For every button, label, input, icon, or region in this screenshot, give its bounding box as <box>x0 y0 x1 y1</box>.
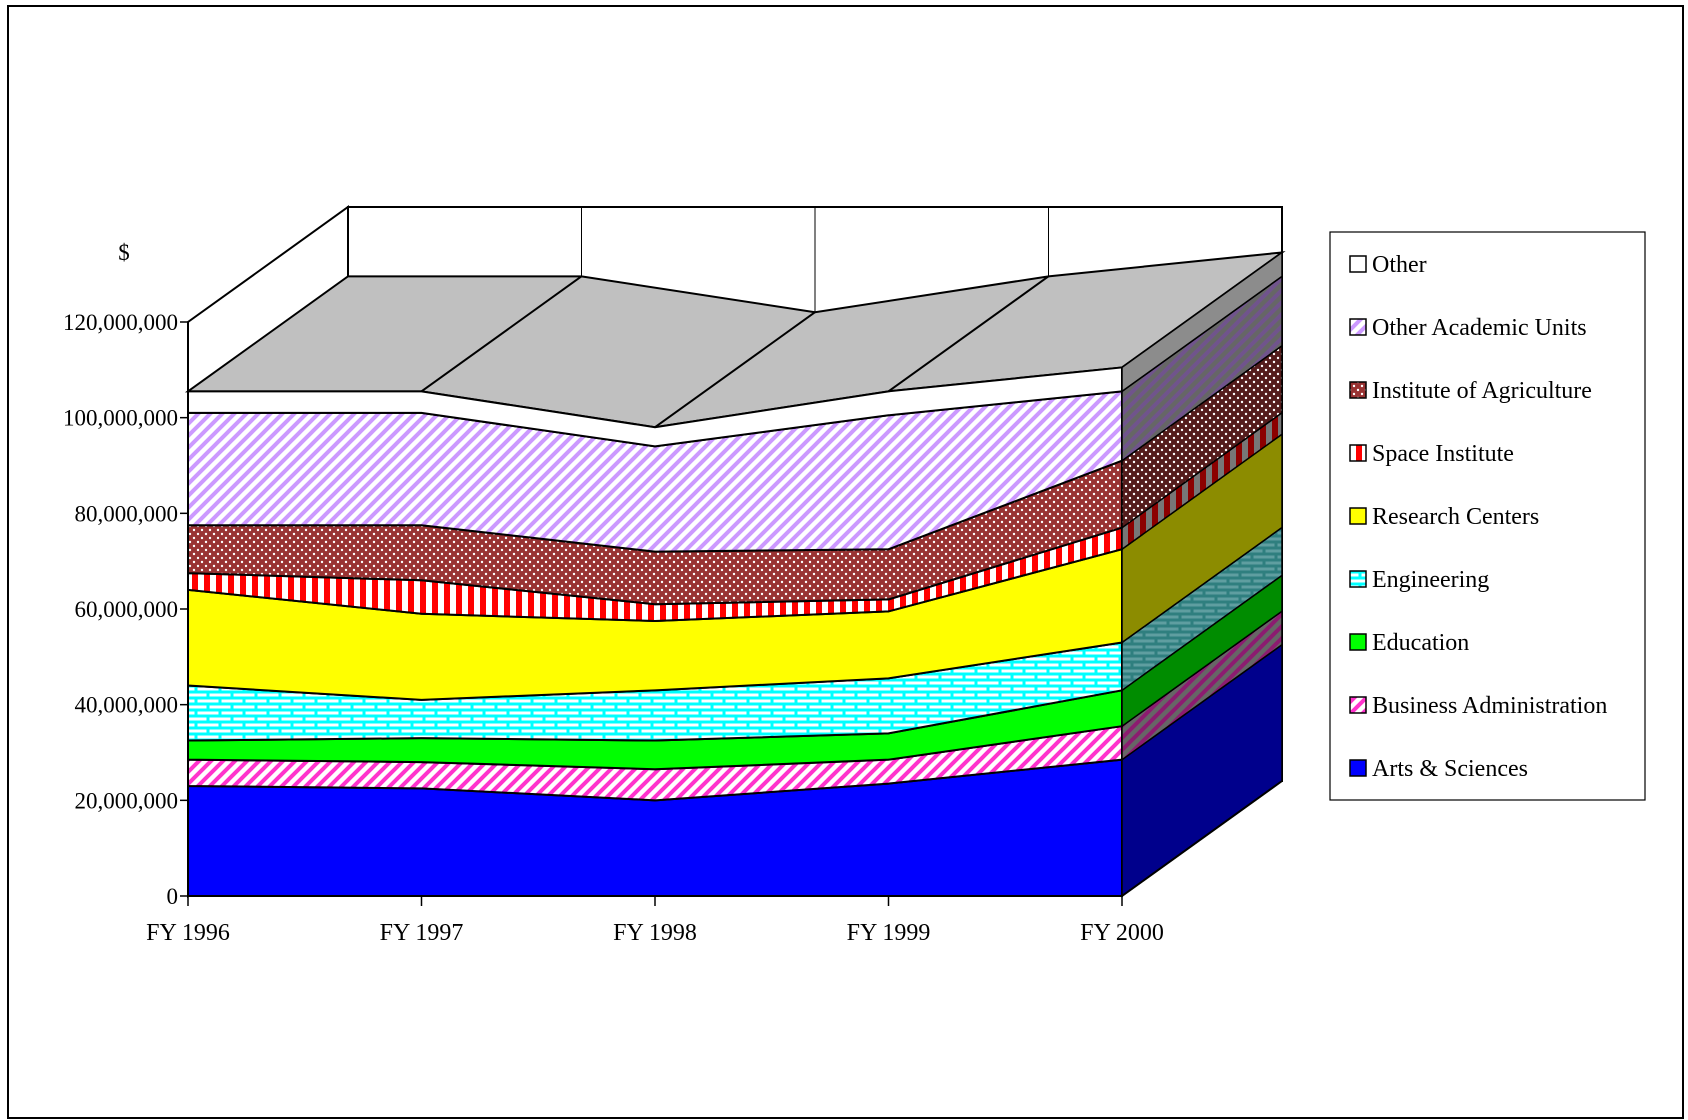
legend-item-education: Education <box>1349 630 1469 656</box>
legend-swatch <box>1349 381 1367 399</box>
x-tick-label: FY 1996 <box>146 920 230 946</box>
y-tick-label: 60,000,000 <box>75 597 179 622</box>
y-tick-label: 20,000,000 <box>75 788 179 813</box>
y-axis-unit-label: $ <box>118 240 130 265</box>
x-tick-label: FY 1997 <box>380 920 464 946</box>
x-tick-label: FY 1998 <box>613 920 697 946</box>
x-tick-label: FY 1999 <box>847 920 931 946</box>
legend-item-space-institute: Space Institute <box>1349 441 1514 467</box>
area-side-other <box>1121 250 1283 393</box>
legend-item-institute-of-agriculture: Institute of Agriculture <box>1349 378 1592 404</box>
legend-label: Research Centers <box>1372 504 1539 530</box>
plot-areas <box>184 250 1286 898</box>
legend-swatch <box>1349 444 1367 462</box>
top-surface-edge <box>887 275 1050 393</box>
legend-item-engineering: Engineering <box>1349 567 1489 593</box>
legend-swatch <box>1349 696 1367 714</box>
legend-swatch <box>1349 759 1367 777</box>
legend-item-business-administration: Business Administration <box>1349 693 1607 719</box>
axes: 0 20,000,000 40,000,000 60,000,000 80,000,00… <box>63 310 1283 946</box>
legend-label: Education <box>1372 630 1469 656</box>
top-surface-edge <box>654 311 816 429</box>
x-tick-label: FY 2000 <box>1080 920 1164 946</box>
floor-edge <box>1121 780 1283 897</box>
legend-swatch <box>1349 255 1367 273</box>
y-tick-label: 100,000,000 <box>63 406 178 431</box>
legend-swatch <box>1349 507 1367 525</box>
legend-label: Institute of Agriculture <box>1372 378 1592 404</box>
legend-item-research-centers: Research Centers <box>1349 504 1539 530</box>
legend-item-arts-and-sciences: Arts & Sciences <box>1349 756 1528 782</box>
legend: Other Other Academic Units Institute of Ag… <box>1329 231 1646 801</box>
legend-swatch <box>1349 570 1367 588</box>
y-tick-label: 40,000,000 <box>75 693 179 718</box>
legend-label: Other Academic Units <box>1372 315 1587 341</box>
y-tick-label: 0 <box>167 884 179 909</box>
y-tick-label: 80,000,000 <box>75 501 179 526</box>
legend-label: Business Administration <box>1372 693 1607 719</box>
legend-swatch <box>1349 633 1367 651</box>
legend-box <box>1329 231 1646 801</box>
top-surface-edge <box>420 275 583 393</box>
legend-label: Engineering <box>1372 567 1489 593</box>
series-other <box>187 250 1283 448</box>
legend-item-other: Other <box>1349 252 1427 278</box>
legend-label: Other <box>1372 252 1427 278</box>
legend-label: Arts & Sciences <box>1372 756 1528 782</box>
y-tick-label: 120,000,000 <box>63 310 178 335</box>
series-research-centers <box>187 432 1283 701</box>
legend-item-other-academic-units: Other Academic Units <box>1349 315 1587 341</box>
legend-swatch <box>1349 318 1367 336</box>
legend-label: Space Institute <box>1372 441 1514 467</box>
